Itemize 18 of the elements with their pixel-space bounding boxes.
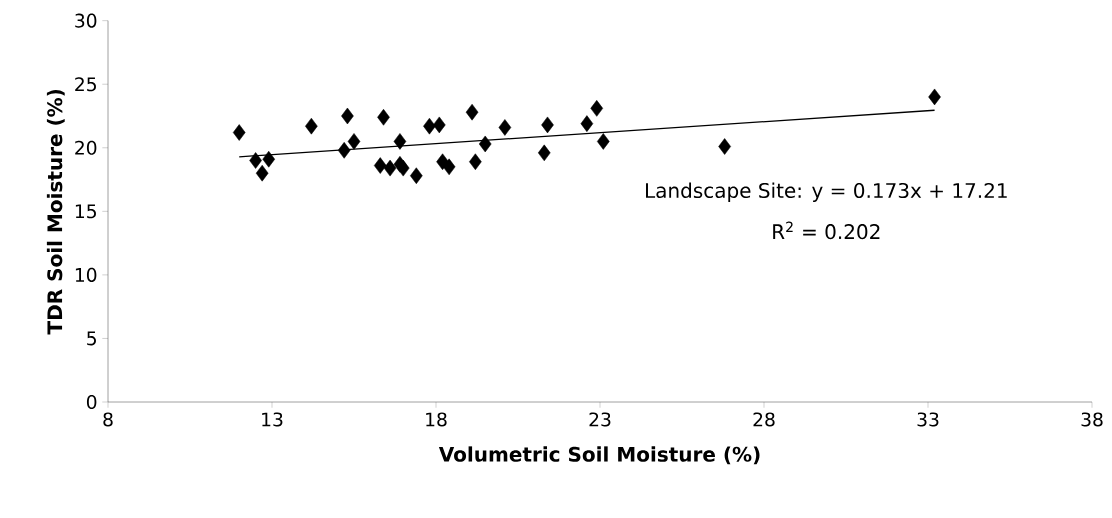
x-tick-label: 28 — [753, 412, 775, 427]
y-tick-label: 10 — [75, 267, 97, 282]
annotation: Landscape Site: y = 0.173x + 17.21 — [646, 182, 1007, 202]
y-tick-label: 0 — [86, 394, 97, 410]
x-tick-label: 23 — [589, 412, 611, 427]
y-tick-label: 25 — [75, 77, 96, 92]
y-tick-label: 30 — [75, 13, 97, 28]
annotation: R$^{2}$ = 0.202 — [773, 221, 880, 240]
x-tick-label: 33 — [917, 412, 939, 427]
y-axis-title: TDR Soil Moisture (%) — [46, 89, 65, 335]
y-tick-label: 15 — [75, 204, 96, 219]
y-tick-label: 20 — [75, 140, 97, 155]
y-tick-label: 5 — [87, 331, 96, 346]
x-axis-title: Volumetric Soil Moisture (%) — [438, 446, 760, 465]
x-tick-label: 18 — [426, 412, 447, 427]
x-tick-label: 13 — [262, 412, 283, 427]
x-tick-label: 8 — [103, 412, 113, 427]
x-tick-label: 38 — [1081, 412, 1103, 427]
